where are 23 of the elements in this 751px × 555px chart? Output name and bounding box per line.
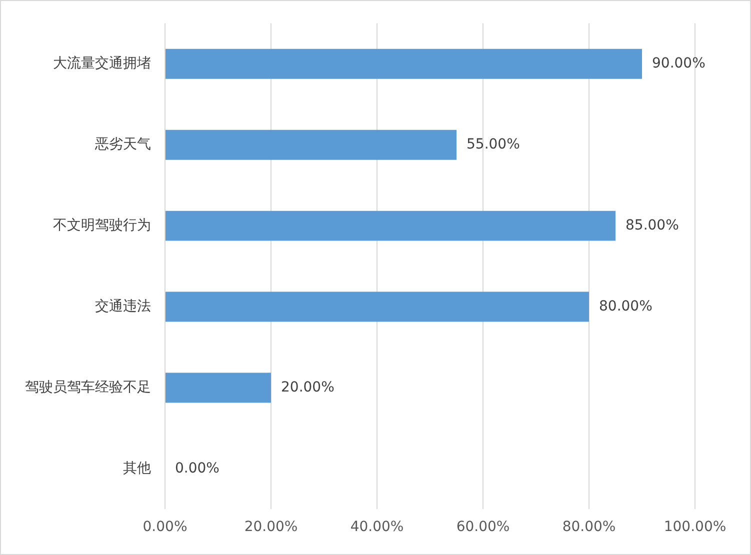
y-tick-label: 大流量交通拥堵 [53,56,151,72]
x-tick-label: 60.00% [456,519,510,536]
y-tick-label: 驾驶员驾车经验不足 [25,379,151,396]
bar [166,292,589,322]
x-tick-label: 100.00% [664,519,726,536]
y-tick-label: 其他 [123,460,151,476]
data-label: 20.00% [281,379,334,396]
bar [166,130,456,160]
x-tick-label: 40.00% [350,519,404,536]
bar [166,372,271,403]
bar [166,210,616,241]
x-tick-label: 20.00% [244,519,298,536]
bar [166,48,642,79]
data-label: 80.00% [599,298,652,314]
data-label: 0.00% [175,460,220,476]
data-label: 55.00% [466,136,520,152]
data-label: 85.00% [626,217,679,234]
y-tick-label: 不文明驾驶行为 [53,217,151,234]
data-label: 90.00% [652,56,706,72]
y-tick-label: 交通违法 [95,298,151,314]
x-tick-label: 0.00% [142,519,188,536]
y-tick-label: 恶劣天气 [94,136,151,152]
x-tick-label: 80.00% [562,519,616,536]
